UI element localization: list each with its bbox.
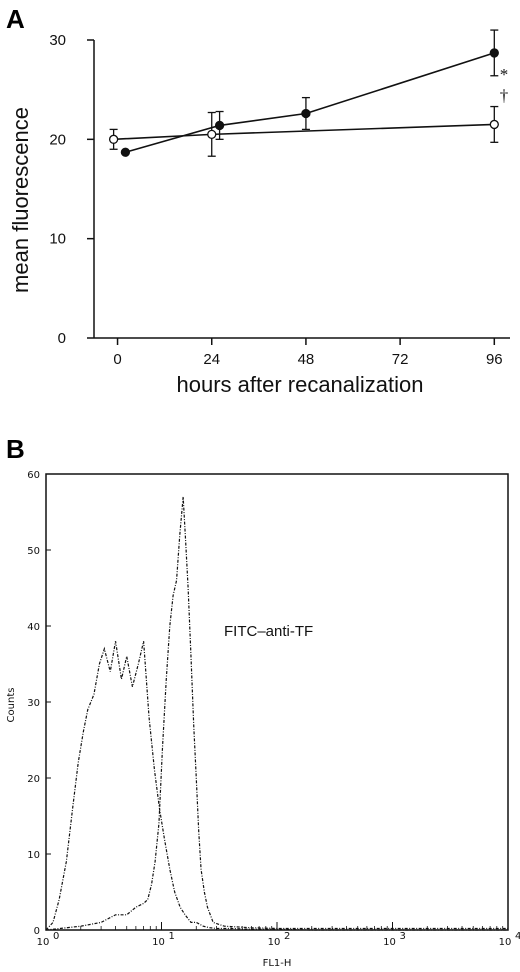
y-tick-label: 60 (27, 470, 40, 481)
panel-b-frame (45, 473, 509, 931)
y-tick-label: 0 (58, 330, 66, 347)
y-tick-label: 20 (27, 774, 40, 785)
histogram-trace (45, 496, 508, 931)
x-tick-label: 0 (113, 351, 121, 368)
x-tick-label: 48 (298, 351, 315, 368)
x-tick-label: 10 (37, 937, 50, 948)
significance-dagger: † (500, 86, 509, 105)
data-point-filled (120, 147, 131, 157)
data-point-filled (214, 120, 225, 131)
x-tick-exponent: 0 (53, 931, 59, 942)
x-tick-label: 10 (383, 937, 396, 948)
x-tick-exponent: 1 (169, 931, 175, 942)
panel-a-y-ticks: 0 10 20 30 (49, 32, 94, 347)
x-tick-label: 10 (499, 937, 512, 948)
data-point-filled (489, 48, 499, 58)
x-tick-exponent: 2 (284, 931, 290, 942)
panel-a: A 0 10 20 30 0 24 48 72 96 * † mean fluorescenc… (6, 4, 510, 397)
y-tick-label: 40 (27, 622, 40, 633)
y-tick-label: 50 (27, 546, 40, 557)
data-point-open (207, 129, 217, 140)
y-tick-label: 30 (49, 32, 66, 49)
data-point-filled (301, 108, 311, 119)
panel-a-label: A (6, 4, 25, 34)
y-tick-label: 10 (27, 850, 40, 861)
x-tick-exponent: 4 (515, 931, 520, 942)
series-line (125, 52, 495, 154)
panel-b-label: B (6, 434, 25, 464)
panel-a-series (108, 29, 499, 157)
significance-asterisk: * (500, 65, 509, 84)
panel-a-x-label: hours after recanalization (176, 372, 423, 397)
data-point-open (489, 119, 499, 130)
data-point-open (108, 134, 119, 144)
x-tick-label: 10 (152, 937, 165, 948)
panel-a-x-ticks: 0 24 48 72 96 (113, 338, 503, 368)
panel-b-x-label: FL1-H (263, 958, 292, 969)
y-tick-label: 10 (49, 231, 66, 248)
y-tick-label: 30 (27, 698, 40, 709)
x-tick-label: 10 (268, 937, 281, 948)
x-tick-label: 24 (203, 351, 220, 368)
x-tick-label: 72 (392, 351, 409, 368)
panel-b-series (45, 496, 508, 931)
x-tick-exponent: 3 (400, 931, 406, 942)
panel-b-annotation: FITC–anti-TF (224, 623, 313, 640)
panel-b-y-label: Counts (6, 688, 17, 723)
y-tick-label: 20 (49, 131, 66, 148)
x-tick-label: 96 (486, 351, 503, 368)
y-tick-label: 0 (34, 926, 40, 937)
histogram-trace (45, 641, 508, 931)
panel-a-y-label: mean fluorescence (8, 107, 33, 293)
panel-b-y-ticks: 0 10 20 30 40 50 60 (27, 470, 51, 937)
series-line (113, 123, 495, 141)
